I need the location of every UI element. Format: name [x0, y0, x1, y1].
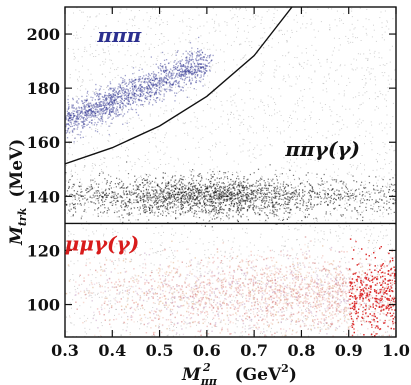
background-scatter	[65, 7, 396, 337]
y-tick-label: 200	[27, 25, 60, 44]
y-tick-label: 100	[27, 296, 60, 315]
x-tick-label: 0.7	[240, 341, 268, 360]
region-label: μμγ(γ)	[65, 231, 140, 255]
series-points-mumugamma	[65, 236, 396, 337]
x-tick-label: 0.6	[193, 341, 221, 360]
region-label: ππγ(γ)	[284, 137, 360, 161]
axis-ticks-layer: 0.3 0.4 0.5 0.6 0.7 0.8 0.9 1.0 100 120 140 160 180 2…	[27, 7, 410, 360]
x-tick-label: 0.8	[288, 341, 316, 360]
y-axis-title: Mtrk(MeV)	[7, 139, 29, 246]
region-labels-layer: πππ ππγ(γ) μμγ(γ)	[65, 23, 360, 255]
region-label: πππ	[96, 23, 141, 47]
y-tick-label: 160	[27, 133, 60, 152]
plot-frame	[64, 6, 397, 338]
y-tick-label: 120	[27, 241, 60, 260]
series-points-pipigamma	[65, 161, 396, 228]
data-points-layer	[65, 7, 396, 337]
x-tick-label: 1.0	[382, 341, 410, 360]
x-tick-label: 0.3	[51, 341, 79, 360]
cut-line-curve	[65, 7, 293, 165]
x-tick-label: 0.5	[146, 341, 174, 360]
x-tick-label: 0.4	[98, 341, 126, 360]
y-tick-label: 180	[27, 79, 60, 98]
x-axis-title: Mππ2 (GeV2)	[181, 361, 297, 385]
y-tick-label: 140	[27, 187, 60, 206]
cut-lines-layer	[65, 7, 396, 225]
series-points-3pi	[65, 36, 214, 143]
x-tick-label: 0.9	[335, 341, 363, 360]
